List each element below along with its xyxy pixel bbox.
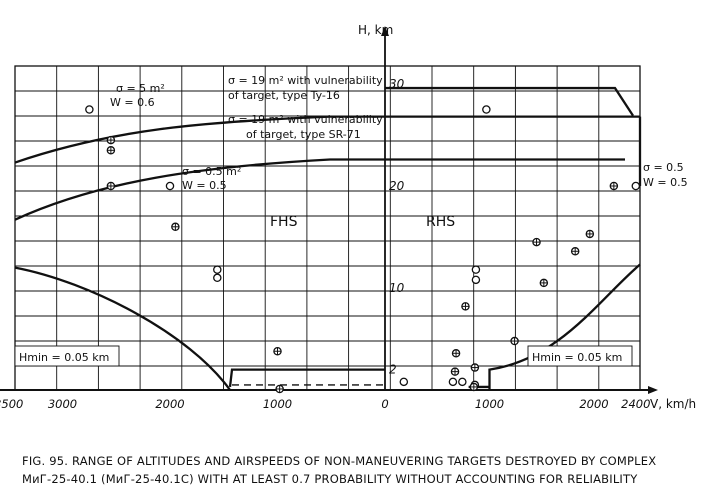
data-point-crossed: [171, 222, 180, 232]
data-point-crossed: [570, 247, 580, 256]
data-point-crossed: [510, 336, 519, 346]
point-circle: [399, 377, 409, 387]
boundary-lower-right: [488, 263, 641, 390]
point-circle: [165, 181, 175, 191]
data-point-crossed: [470, 363, 480, 372]
caption-line-1: FIG. 95. RANGE OF ALTITUDES AND AIRSPEED…: [22, 454, 657, 468]
hmin-right-box: [527, 345, 633, 367]
data-point-crossed: [106, 135, 116, 145]
y-tick-label: 30: [389, 77, 405, 91]
data-point-open: [85, 105, 94, 114]
annotation-ty16-line1: σ = 19 m² with vulnerability: [228, 74, 383, 87]
data-point-open: [165, 181, 175, 191]
data-point-crossed: [539, 278, 549, 288]
annotation-sigma-5: σ = 5 m² W = 0.6: [110, 82, 165, 109]
boundary-top: [385, 86, 634, 117]
annotation-sigma-5-line1: σ = 5 m²: [116, 82, 165, 95]
data-point-open: [482, 105, 491, 114]
data-point-open: [448, 377, 458, 387]
data-point-crossed: [532, 237, 541, 247]
x-tick-label: 2400: [621, 397, 650, 411]
x-tick-label: 1000: [263, 397, 292, 411]
point-circle: [458, 377, 467, 387]
y-tick-label: 10: [389, 281, 405, 295]
annotation-sigma-05-left: σ = 0.5 m² W = 0.5: [182, 165, 241, 192]
y-axis-arrow: [381, 26, 389, 36]
annotation-sigma-19-ty16: σ = 19 m² with vulnerability of target, …: [228, 74, 383, 102]
tick-labels: 3500 3000 2000 1000 0 1000 2000 2400 2 10 20 30: [0, 77, 650, 411]
x-tick-label: 0: [381, 397, 388, 411]
data-point-crossed: [450, 367, 460, 376]
annotation-sigma-05-right-line2: W = 0.5: [643, 176, 688, 189]
boundary-sr71: [14, 158, 625, 221]
data-point-open: [213, 273, 222, 283]
boundary-floor: [228, 368, 385, 388]
hmin-left-box: [14, 345, 120, 367]
data-points: [85, 105, 641, 394]
point-circle: [85, 105, 94, 114]
data-point-crossed: [106, 181, 116, 191]
point-circle: [448, 377, 458, 387]
caption-line-2: МиГ-25-40.1 (МиГ-25-40.1С) WITH AT LEAST…: [22, 472, 638, 486]
point-circle: [471, 265, 481, 274]
data-point-open: [399, 377, 409, 387]
data-point-open: [471, 275, 481, 285]
data-point-crossed: [585, 229, 595, 239]
annotation-sigma-5-line2: W = 0.6: [110, 96, 155, 109]
data-point-crossed: [469, 382, 479, 392]
x-axis-arrow: [648, 386, 658, 394]
x-tick-label: 2000: [579, 397, 608, 411]
figure-caption: FIG. 95. RANGE OF ALTITUDES AND AIRSPEED…: [22, 452, 712, 488]
region-label-fhs: FHS: [270, 214, 298, 230]
point-circle: [482, 105, 491, 114]
annotation-sigma-05-left-line1: σ = 0.5 m²: [182, 165, 241, 178]
y-tick-label: 20: [389, 179, 405, 193]
hmin-right-label: Hmin = 0.05 km: [532, 351, 622, 364]
point-circle: [631, 181, 641, 191]
data-point-open: [471, 265, 481, 274]
data-point-crossed: [275, 384, 284, 394]
annotation-sigma-05-right-line1: σ = 0.5: [643, 161, 684, 174]
boundary-lines: [14, 86, 642, 391]
x-axis-title: V, km/h: [650, 397, 696, 411]
data-point-crossed: [273, 346, 282, 356]
x-tick-label: 3500: [0, 397, 23, 411]
x-tick-label: 2000: [155, 397, 184, 411]
annotation-ty16-line2: of target, type Ty-16: [228, 89, 340, 102]
x-tick-label: 3000: [48, 397, 77, 411]
x-tick-label: 1000: [475, 397, 504, 411]
data-point-open: [213, 265, 222, 274]
boundary-ty16: [14, 115, 640, 164]
hmin-left-label: Hmin = 0.05 km: [19, 351, 109, 364]
point-circle: [213, 265, 222, 274]
data-point-crossed: [609, 181, 619, 191]
annotation-sigma-05-left-line2: W = 0.5: [182, 179, 227, 192]
data-point-open: [458, 377, 467, 387]
point-circle: [471, 275, 481, 285]
annotation-sr71-line2: of target, type SR-71: [246, 128, 361, 141]
annotation-sigma-19-sr71: σ = 19 m² with vulnerability of target, …: [228, 113, 383, 141]
y-tick-label: 2: [389, 363, 397, 377]
y-axis-title: H, km: [358, 23, 393, 37]
data-point-crossed: [106, 146, 116, 155]
data-point-crossed: [451, 349, 461, 358]
data-point-crossed: [461, 302, 470, 311]
point-circle: [213, 273, 222, 283]
boundary-lower-left: [14, 266, 231, 391]
annotation-sigma-05-right: σ = 0.5 W = 0.5: [643, 161, 688, 189]
data-point-open: [631, 181, 641, 191]
annotation-sr71-line1: σ = 19 m² with vulnerability: [228, 113, 383, 126]
region-label-rhs: RHS: [426, 214, 455, 230]
